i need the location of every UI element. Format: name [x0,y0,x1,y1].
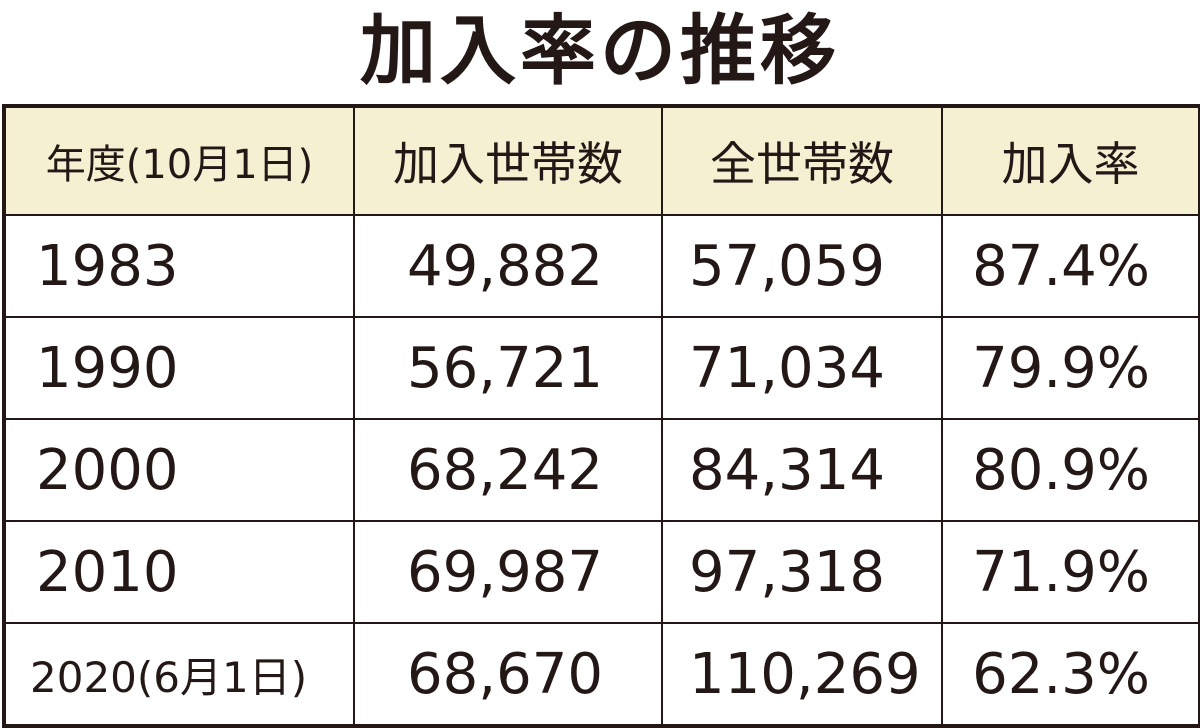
table-cell: 2020(6月1日) [3,622,355,727]
table-cell: 110,269 [661,622,943,727]
table-cell: 84,314 [661,418,943,522]
header-cell: 加入率 [941,105,1200,216]
header-cell: 年度(10月1日) [3,105,355,216]
table-cell: 57,059 [661,214,943,318]
table-cell: 68,670 [353,622,663,727]
table-cell: 2000 [3,418,355,522]
table-cell: 1983 [3,214,355,318]
table-cell: 80.9% [941,418,1200,522]
header-cell: 全世帯数 [661,105,943,216]
header-row: 年度(10月1日) 加入世帯数 全世帯数 加入率 [3,105,1200,216]
data-table: 年度(10月1日) 加入世帯数 全世帯数 加入率 1983 49,882 57,059 87… [2,104,1200,728]
title: 加入率の推移 [360,6,840,95]
table-cell: 1990 [3,316,355,420]
table-cell: 71.9% [941,520,1200,624]
table-cell: 62.3% [941,622,1200,727]
table-row: 1983 49,882 57,059 87.4% [3,214,1200,318]
table-cell: 68,242 [353,418,663,522]
table-cell: 87.4% [941,214,1200,318]
table-cell: 56,721 [353,316,663,420]
table-cell: 79.9% [941,316,1200,420]
header-cell: 加入世帯数 [353,105,663,216]
table-row: 2000 68,242 84,314 80.9% [3,418,1200,522]
table-cell: 69,987 [353,520,663,624]
table-cell: 49,882 [353,214,663,318]
table-cell: 2010 [3,520,355,624]
table-row: 2020(6月1日) 68,670 110,269 62.3% [3,622,1200,727]
table-cell: 71,034 [661,316,943,420]
table-cell: 97,318 [661,520,943,624]
table-row: 1990 56,721 71,034 79.9% [3,316,1200,420]
table-body: 1983 49,882 57,059 87.4% 1990 56,721 71,034 79.… [3,214,1200,727]
table-row: 2010 69,987 97,318 71.9% [3,520,1200,624]
